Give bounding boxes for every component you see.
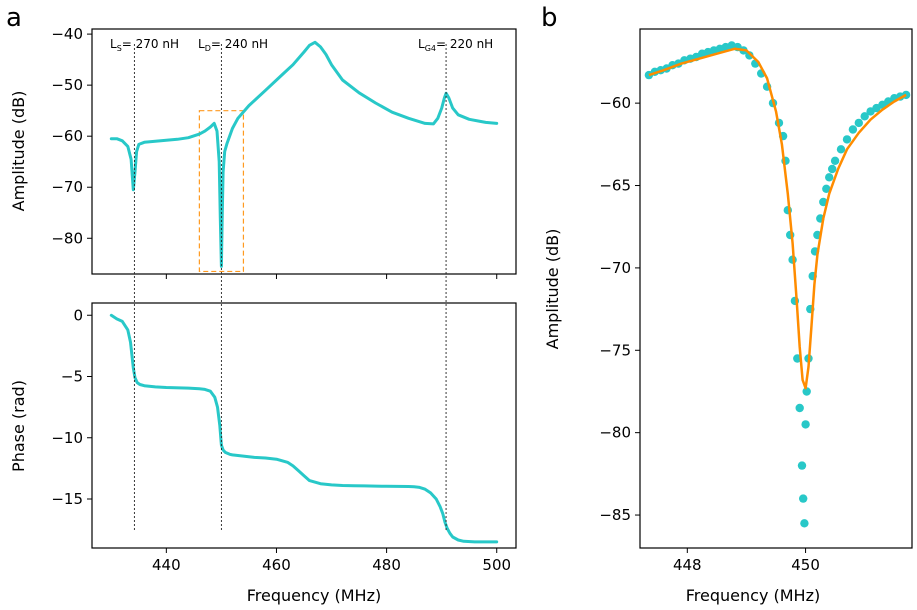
zoom-ylabel: Amplitude (dB) xyxy=(543,229,562,350)
zoom-ytick-label-3: −75 xyxy=(599,341,631,359)
zoom-fit-line xyxy=(648,47,907,390)
zoom-xtick-label-1: 450 xyxy=(791,556,820,574)
zoom-ytick-label-4: −80 xyxy=(599,424,631,442)
zoom-data-point xyxy=(828,164,837,174)
phase-ytick-label-3: −15 xyxy=(51,490,83,508)
zoom-data-point xyxy=(842,135,852,144)
zoom-ytick-label-1: −65 xyxy=(599,177,631,195)
zoom-axes: Amplitude (dB) Frequency (MHz) −60 −65 −70… xyxy=(543,28,913,605)
amplitude-frame xyxy=(91,28,517,275)
zoom-xtick-label-0: 448 xyxy=(673,556,702,574)
zoom-region-box xyxy=(198,110,245,273)
amplitude-ytick-label-1: −70 xyxy=(51,178,83,196)
phase-xtick-label-2: 480 xyxy=(372,556,401,574)
phase-frame xyxy=(91,302,517,549)
panel-label-a: a xyxy=(6,3,22,33)
amplitude-ytick-label-0: −80 xyxy=(51,229,83,247)
zoom-data-point xyxy=(800,519,809,528)
zoom-data-point xyxy=(795,403,804,413)
phase-xtick-label-3: 500 xyxy=(482,556,511,574)
zoom-data-point xyxy=(801,420,810,429)
panel-label-b: b xyxy=(541,3,558,33)
annotation-0: LS= 270 nH xyxy=(110,37,179,53)
zoom-data-point xyxy=(745,51,754,60)
annotation-1: LD= 240 nH xyxy=(198,37,268,53)
zoom-data-point xyxy=(848,125,858,134)
zoom-ytick-label-0: −60 xyxy=(599,94,631,112)
amplitude-ytick-label-2: −60 xyxy=(51,127,83,145)
amplitude-ylabel: Amplitude (dB) xyxy=(9,91,28,212)
phase-xlabel: Frequency (MHz) xyxy=(247,586,381,605)
zoom-data-point xyxy=(836,145,846,154)
phase-xtick-label-1: 460 xyxy=(262,556,291,574)
zoom-data-point xyxy=(860,112,869,121)
phase-axes: Phase (rad) Frequency (MHz) 0 −5 −10 −15 440… xyxy=(9,302,517,605)
amplitude-ytick-label-4: −40 xyxy=(51,25,83,43)
phase-xtick-label-0: 440 xyxy=(152,556,181,574)
zoom-data-point xyxy=(825,173,834,182)
annotation-2: LG4= 220 nH xyxy=(418,37,493,53)
zoom-data-point xyxy=(830,156,840,165)
phase-ytick-label-2: −10 xyxy=(51,429,83,447)
zoom-ytick-label-2: −70 xyxy=(599,259,631,277)
zoom-ytick-label-5: −85 xyxy=(599,506,631,524)
phase-ytick-label-1: −5 xyxy=(61,368,83,386)
zoom-data-point xyxy=(819,197,828,207)
zoom-xlabel: Frequency (MHz) xyxy=(686,586,820,605)
zoom-data-point xyxy=(799,494,808,503)
zoom-data-point xyxy=(822,184,831,193)
amplitude-axes: Amplitude (dB) −80 −70 −60 −50 −40 LS= 270 nH… xyxy=(9,25,517,279)
amplitude-series-line-0 xyxy=(109,40,499,268)
zoom-data-point xyxy=(802,387,811,396)
phase-ytick-label-0: 0 xyxy=(73,306,83,324)
zoom-frame xyxy=(639,28,913,549)
zoom-data-point xyxy=(854,118,863,128)
phase-ylabel: Phase (rad) xyxy=(9,380,28,472)
zoom-data-point xyxy=(797,461,807,470)
phase-series-line-0 xyxy=(109,313,499,544)
amplitude-ytick-label-3: −50 xyxy=(51,76,83,94)
